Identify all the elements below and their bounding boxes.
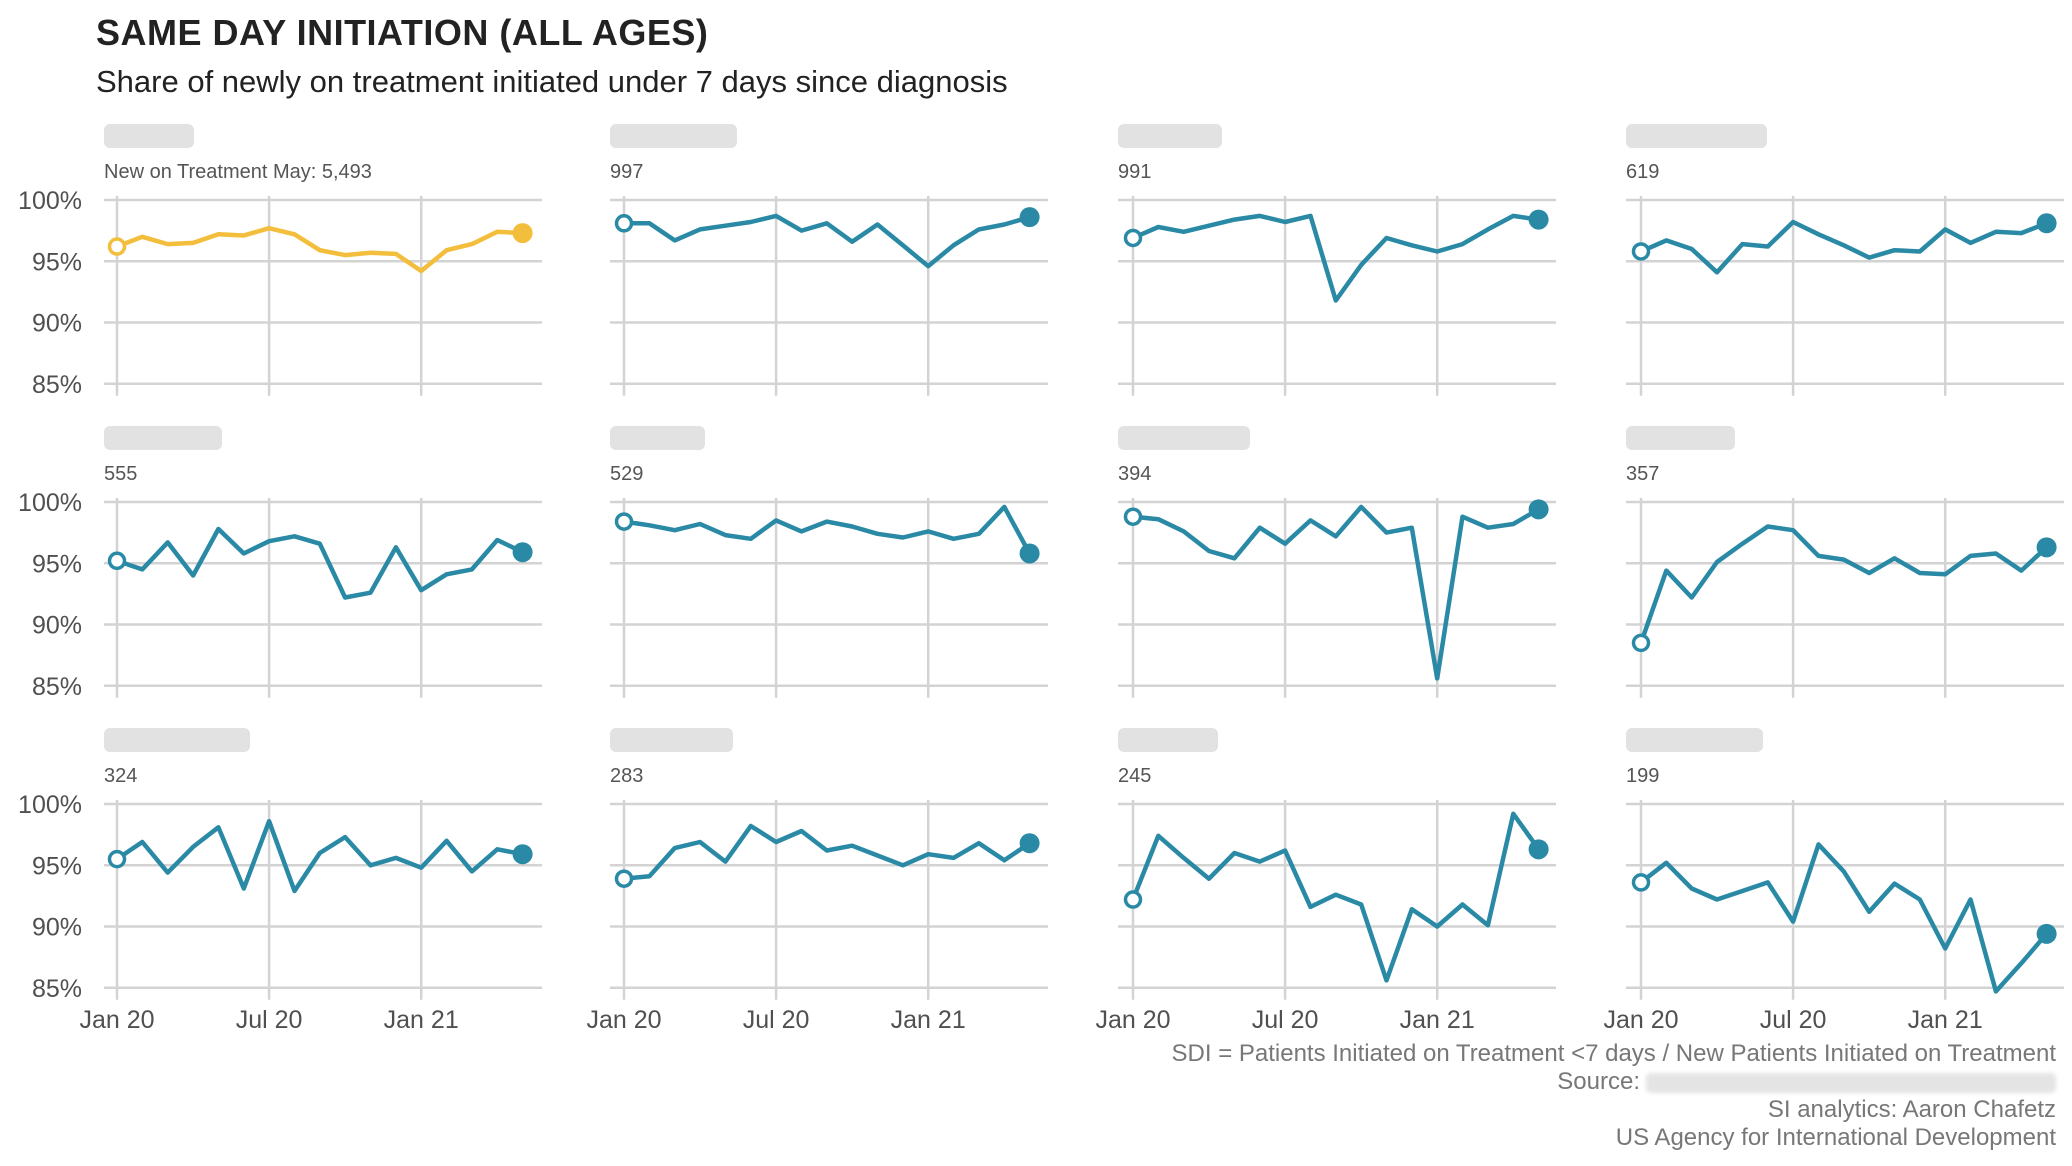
- series-line: [621, 823, 1032, 881]
- series-line: [621, 213, 1032, 269]
- x-tick-label: Jan 20: [1603, 1006, 1678, 1034]
- first-point-marker: [614, 869, 634, 888]
- redacted-panel-name: [1118, 426, 1250, 450]
- y-tick-label: 100%: [18, 187, 82, 215]
- panel-label: 997: [610, 161, 643, 183]
- x-tick-label: Jul 20: [743, 1006, 810, 1034]
- redacted-panel-name: [104, 426, 222, 450]
- redacted-panel-name: [104, 124, 194, 148]
- last-point-marker: [1528, 499, 1549, 520]
- y-tick-label: 90%: [32, 612, 82, 640]
- x-tick-label: Jul 20: [1760, 1006, 1827, 1034]
- panel-label: 394: [1118, 463, 1151, 485]
- chart-subtitle: Share of newly on treatment initiated un…: [96, 64, 1008, 99]
- last-point-marker: [1019, 833, 1040, 854]
- x-tick-label: Jan 20: [79, 1006, 154, 1034]
- definition-note: SDI = Patients Initiated on Treatment <7…: [1171, 1040, 2056, 1067]
- x-tick-label: Jan 21: [1908, 1006, 1983, 1034]
- y-tick-label: 90%: [32, 914, 82, 942]
- y-tick-label: 95%: [32, 248, 82, 276]
- redacted-panel-name: [1626, 426, 1735, 450]
- panel-label: 529: [610, 463, 643, 485]
- y-tick-label: 85%: [32, 673, 82, 701]
- first-point-marker: [1123, 507, 1143, 526]
- series-line: [1638, 842, 2049, 994]
- last-point-marker: [2036, 923, 2057, 944]
- panel-label: New on Treatment May: 5,493: [104, 161, 372, 183]
- series-line: [1638, 524, 2049, 646]
- y-tick-label: 95%: [32, 852, 82, 880]
- panel-label: 245: [1118, 765, 1151, 787]
- y-tick-label: 95%: [32, 550, 82, 578]
- redacted-panel-name: [104, 728, 250, 752]
- last-point-marker: [512, 542, 533, 563]
- x-tick-label: Jan 21: [891, 1006, 966, 1034]
- first-point-marker: [614, 512, 634, 531]
- first-point-marker: [107, 551, 127, 571]
- last-point-marker: [1528, 839, 1549, 860]
- redacted-panel-name: [610, 426, 705, 450]
- first-point-marker: [1631, 633, 1651, 653]
- analytics-credit: SI analytics: Aaron Chafetz: [1767, 1096, 2056, 1123]
- x-tick-label: Jul 20: [1252, 1006, 1319, 1034]
- y-tick-label: 100%: [18, 791, 82, 819]
- series-line: [114, 526, 525, 600]
- series-line: [114, 225, 525, 274]
- series-line: [114, 818, 525, 894]
- chart-title: SAME DAY INITIATION (ALL AGES): [96, 12, 709, 53]
- last-point-marker: [2036, 213, 2057, 234]
- x-tick-label: Jul 20: [236, 1006, 303, 1034]
- redacted-panel-name: [610, 728, 733, 752]
- x-tick-label: Jan 21: [1400, 1006, 1475, 1034]
- first-point-marker: [1123, 228, 1143, 248]
- panel-label: 619: [1626, 161, 1659, 183]
- redacted-panel-name: [1118, 728, 1218, 752]
- y-tick-label: 85%: [32, 371, 82, 399]
- panel-label: 324: [104, 765, 137, 787]
- last-point-marker: [1528, 209, 1549, 230]
- series-line: [1130, 811, 1541, 983]
- source-label: Source:: [1557, 1068, 1640, 1095]
- series-line: [1638, 219, 2049, 275]
- panel-label: 991: [1118, 161, 1151, 183]
- first-point-marker: [1631, 873, 1651, 892]
- x-tick-label: Jan 21: [384, 1006, 459, 1034]
- x-tick-label: Jan 20: [586, 1006, 661, 1034]
- panel-label: 283: [610, 765, 643, 787]
- y-tick-label: 100%: [18, 489, 82, 517]
- last-point-marker: [512, 223, 533, 244]
- agency-credit: US Agency for International Development: [1615, 1124, 2056, 1151]
- last-point-marker: [2036, 537, 2057, 558]
- first-point-marker: [1631, 242, 1651, 261]
- panel-label: 199: [1626, 765, 1659, 787]
- y-tick-label: 85%: [32, 975, 82, 1003]
- series-line: [621, 504, 1032, 556]
- redacted-source: [1646, 1072, 2056, 1093]
- source-note: Source:: [1557, 1068, 2056, 1096]
- series-line: [1130, 213, 1541, 303]
- first-point-marker: [107, 849, 127, 869]
- redacted-panel-name: [610, 124, 737, 148]
- first-point-marker: [1123, 890, 1143, 909]
- first-point-marker: [107, 237, 127, 256]
- last-point-marker: [1019, 543, 1040, 564]
- panel-label: 555: [104, 463, 137, 485]
- redacted-panel-name: [1118, 124, 1222, 148]
- redacted-panel-name: [1626, 728, 1763, 752]
- series-line: [1130, 504, 1541, 681]
- first-point-marker: [614, 214, 634, 233]
- small-multiples-chart: New on Treatment May: 5,493 100% 95% 90% 85%…: [18, 124, 2064, 1034]
- last-point-marker: [1019, 207, 1040, 228]
- redacted-panel-name: [1626, 124, 1767, 148]
- panel-label: 357: [1626, 463, 1659, 485]
- y-tick-label: 90%: [32, 310, 82, 338]
- last-point-marker: [512, 844, 533, 865]
- x-tick-label: Jan 20: [1095, 1006, 1170, 1034]
